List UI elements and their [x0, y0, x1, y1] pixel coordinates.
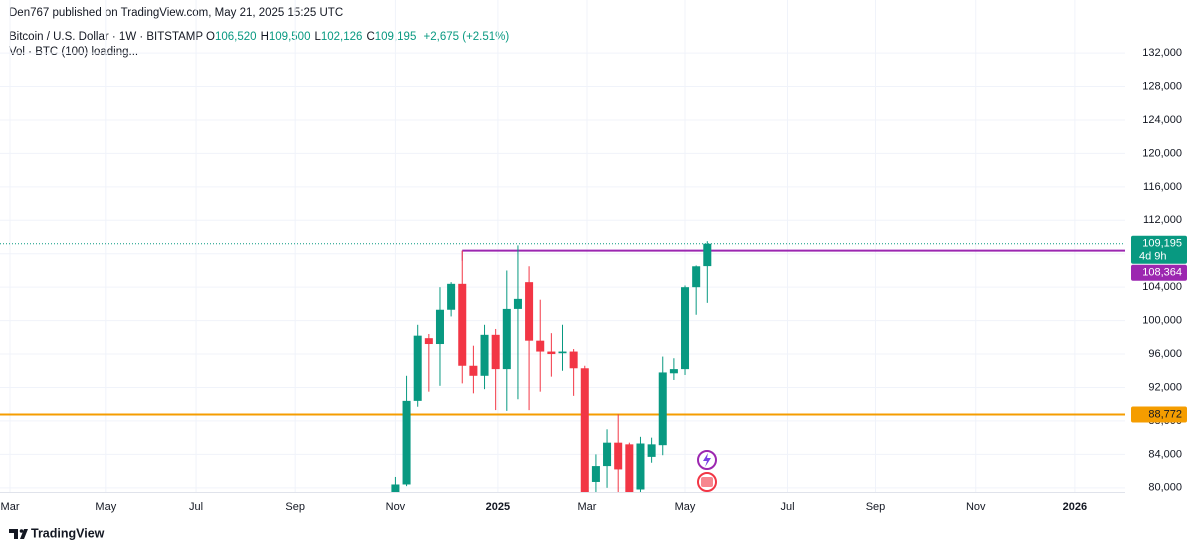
candle-body — [447, 283, 456, 310]
symbol-legend: Bitcoin / U.S. Dollar · 1W · BITSTAMP O1… — [9, 31, 509, 43]
candle-body — [669, 369, 678, 374]
price-line-box — [1131, 406, 1187, 423]
x-tick-label: Mar — [578, 501, 597, 513]
candle-body — [703, 243, 712, 267]
candle-body — [614, 442, 623, 470]
ohlc-value: 106,520 — [215, 31, 257, 43]
y-tick-label: 100,000 — [1142, 315, 1182, 327]
y-tick-label: 96,000 — [1148, 348, 1182, 360]
candle-body — [424, 338, 433, 345]
ohlc-key: L — [314, 31, 321, 43]
brand-logo: TradingView — [9, 526, 105, 540]
candle-body — [681, 287, 690, 370]
x-tick-label: Nov — [966, 501, 986, 513]
y-tick-label: 116,000 — [1143, 181, 1182, 193]
candle-body — [625, 444, 634, 492]
x-tick-label: Sep — [285, 501, 305, 513]
logo-dot — [19, 529, 24, 533]
y-tick-label: 84,000 — [1148, 448, 1182, 460]
candle-body — [525, 282, 534, 341]
y-tick-label: 120,000 — [1142, 147, 1182, 159]
y-tick-label: 92,000 — [1148, 381, 1182, 393]
ohlc-key: O — [206, 31, 215, 43]
price-line-box — [1131, 264, 1187, 281]
candle-body — [603, 442, 612, 467]
axes: 80,00084,00088,00092,00096,000100,000104… — [1, 47, 1187, 513]
candle-body — [647, 444, 656, 457]
candle-body — [692, 266, 701, 288]
candle-body — [391, 484, 400, 492]
published-line: Den767 published on TradingView.com, May… — [9, 7, 344, 19]
x-tick-label: 2025 — [486, 501, 510, 513]
candle-body — [547, 351, 556, 355]
ohlc-key: H — [260, 31, 269, 43]
x-tick-label: Mar — [1, 501, 20, 513]
price-line-label: 88,772 — [1148, 408, 1182, 420]
price-line-label: 108,364 — [1142, 267, 1182, 279]
x-tick-label: Jul — [189, 501, 203, 513]
y-tick-label: 80,000 — [1148, 482, 1182, 494]
plot-area — [0, 241, 1125, 492]
candle-body — [513, 298, 522, 309]
x-tick-label: Jul — [780, 501, 794, 513]
ohlc-value: 109,500 — [268, 31, 311, 43]
ohlc-key: C — [366, 31, 375, 43]
candle-body — [469, 365, 478, 376]
candle-body — [591, 466, 600, 482]
candle-body — [502, 308, 511, 370]
y-tick-label: 132,000 — [1142, 47, 1182, 59]
candle-body — [480, 334, 489, 376]
candle-body — [658, 372, 667, 446]
candle-body — [491, 334, 500, 370]
x-tick-label: May — [95, 501, 116, 513]
logo-mark — [9, 529, 28, 539]
x-tick-label: May — [675, 501, 696, 513]
candle-body — [536, 340, 545, 352]
candle-body — [558, 351, 567, 354]
candle-body — [458, 283, 467, 366]
ohlc-value: 102,126 — [320, 31, 363, 43]
candle-body — [636, 443, 645, 490]
event-icon-glyph — [701, 477, 713, 487]
last-price-label: 109,195 — [1142, 238, 1182, 250]
x-tick-label: 2026 — [1063, 501, 1087, 513]
candle-body — [402, 400, 411, 485]
change: +2,675 (+2.51%) — [423, 31, 510, 43]
y-tick-label: 128,000 — [1142, 80, 1182, 92]
event-icons — [697, 450, 717, 492]
candle-body — [569, 351, 578, 369]
candle-body — [435, 309, 444, 345]
y-tick-label: 104,000 — [1142, 281, 1182, 293]
event-icon-glyph — [703, 453, 711, 467]
y-tick-label: 112,000 — [1143, 214, 1182, 226]
x-tick-label: Nov — [386, 501, 406, 513]
y-tick-label: 124,000 — [1142, 114, 1182, 126]
candle-body — [580, 368, 589, 492]
grid — [0, 0, 1125, 492]
x-tick-label: Sep — [866, 501, 886, 513]
candle-body — [413, 335, 422, 401]
brand: TradingView — [31, 526, 105, 540]
last-price-box — [1131, 235, 1187, 264]
countdown-label: 4d 9h — [1139, 251, 1167, 263]
